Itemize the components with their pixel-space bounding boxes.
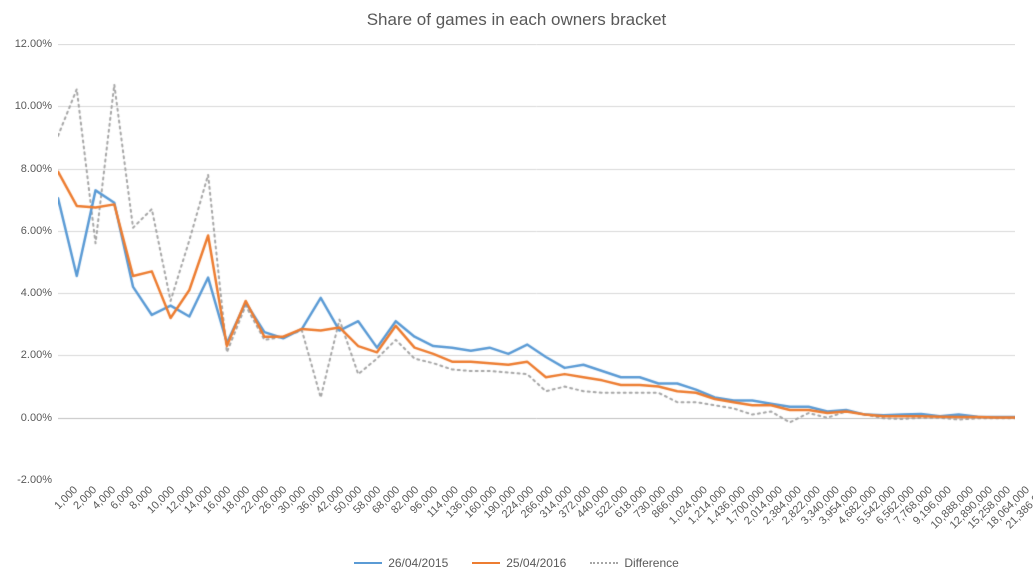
y-tick-label: 10.00% [15,100,52,112]
x-axis: 1,0002,0004,0006,0008,00010,00012,00014,… [58,484,1015,554]
y-tick-label: 6.00% [21,225,52,237]
chart-container: Share of games in each owners bracket -2… [0,0,1033,577]
chart-title: Share of games in each owners bracket [0,10,1033,30]
y-tick-label: 8.00% [21,163,52,175]
legend: 26/04/2015 25/04/2016 Difference [0,556,1033,570]
plot-area [58,44,1015,480]
y-tick-label: 2.00% [21,349,52,361]
legend-item: Difference [590,556,678,570]
y-tick-label: 0.00% [21,412,52,424]
y-axis: -2.00%0.00%2.00%4.00%6.00%8.00%10.00%12.… [0,44,52,480]
y-tick-label: 12.00% [15,38,52,50]
legend-label: Difference [624,556,678,570]
legend-swatch [354,562,382,564]
y-tick-label: -2.00% [17,474,52,486]
line-series [58,44,1015,480]
y-tick-label: 4.00% [21,287,52,299]
legend-item: 26/04/2015 [354,556,448,570]
legend-label: 26/04/2015 [388,556,448,570]
legend-swatch [590,562,618,564]
legend-label: 25/04/2016 [506,556,566,570]
legend-item: 25/04/2016 [472,556,566,570]
legend-swatch [472,562,500,564]
